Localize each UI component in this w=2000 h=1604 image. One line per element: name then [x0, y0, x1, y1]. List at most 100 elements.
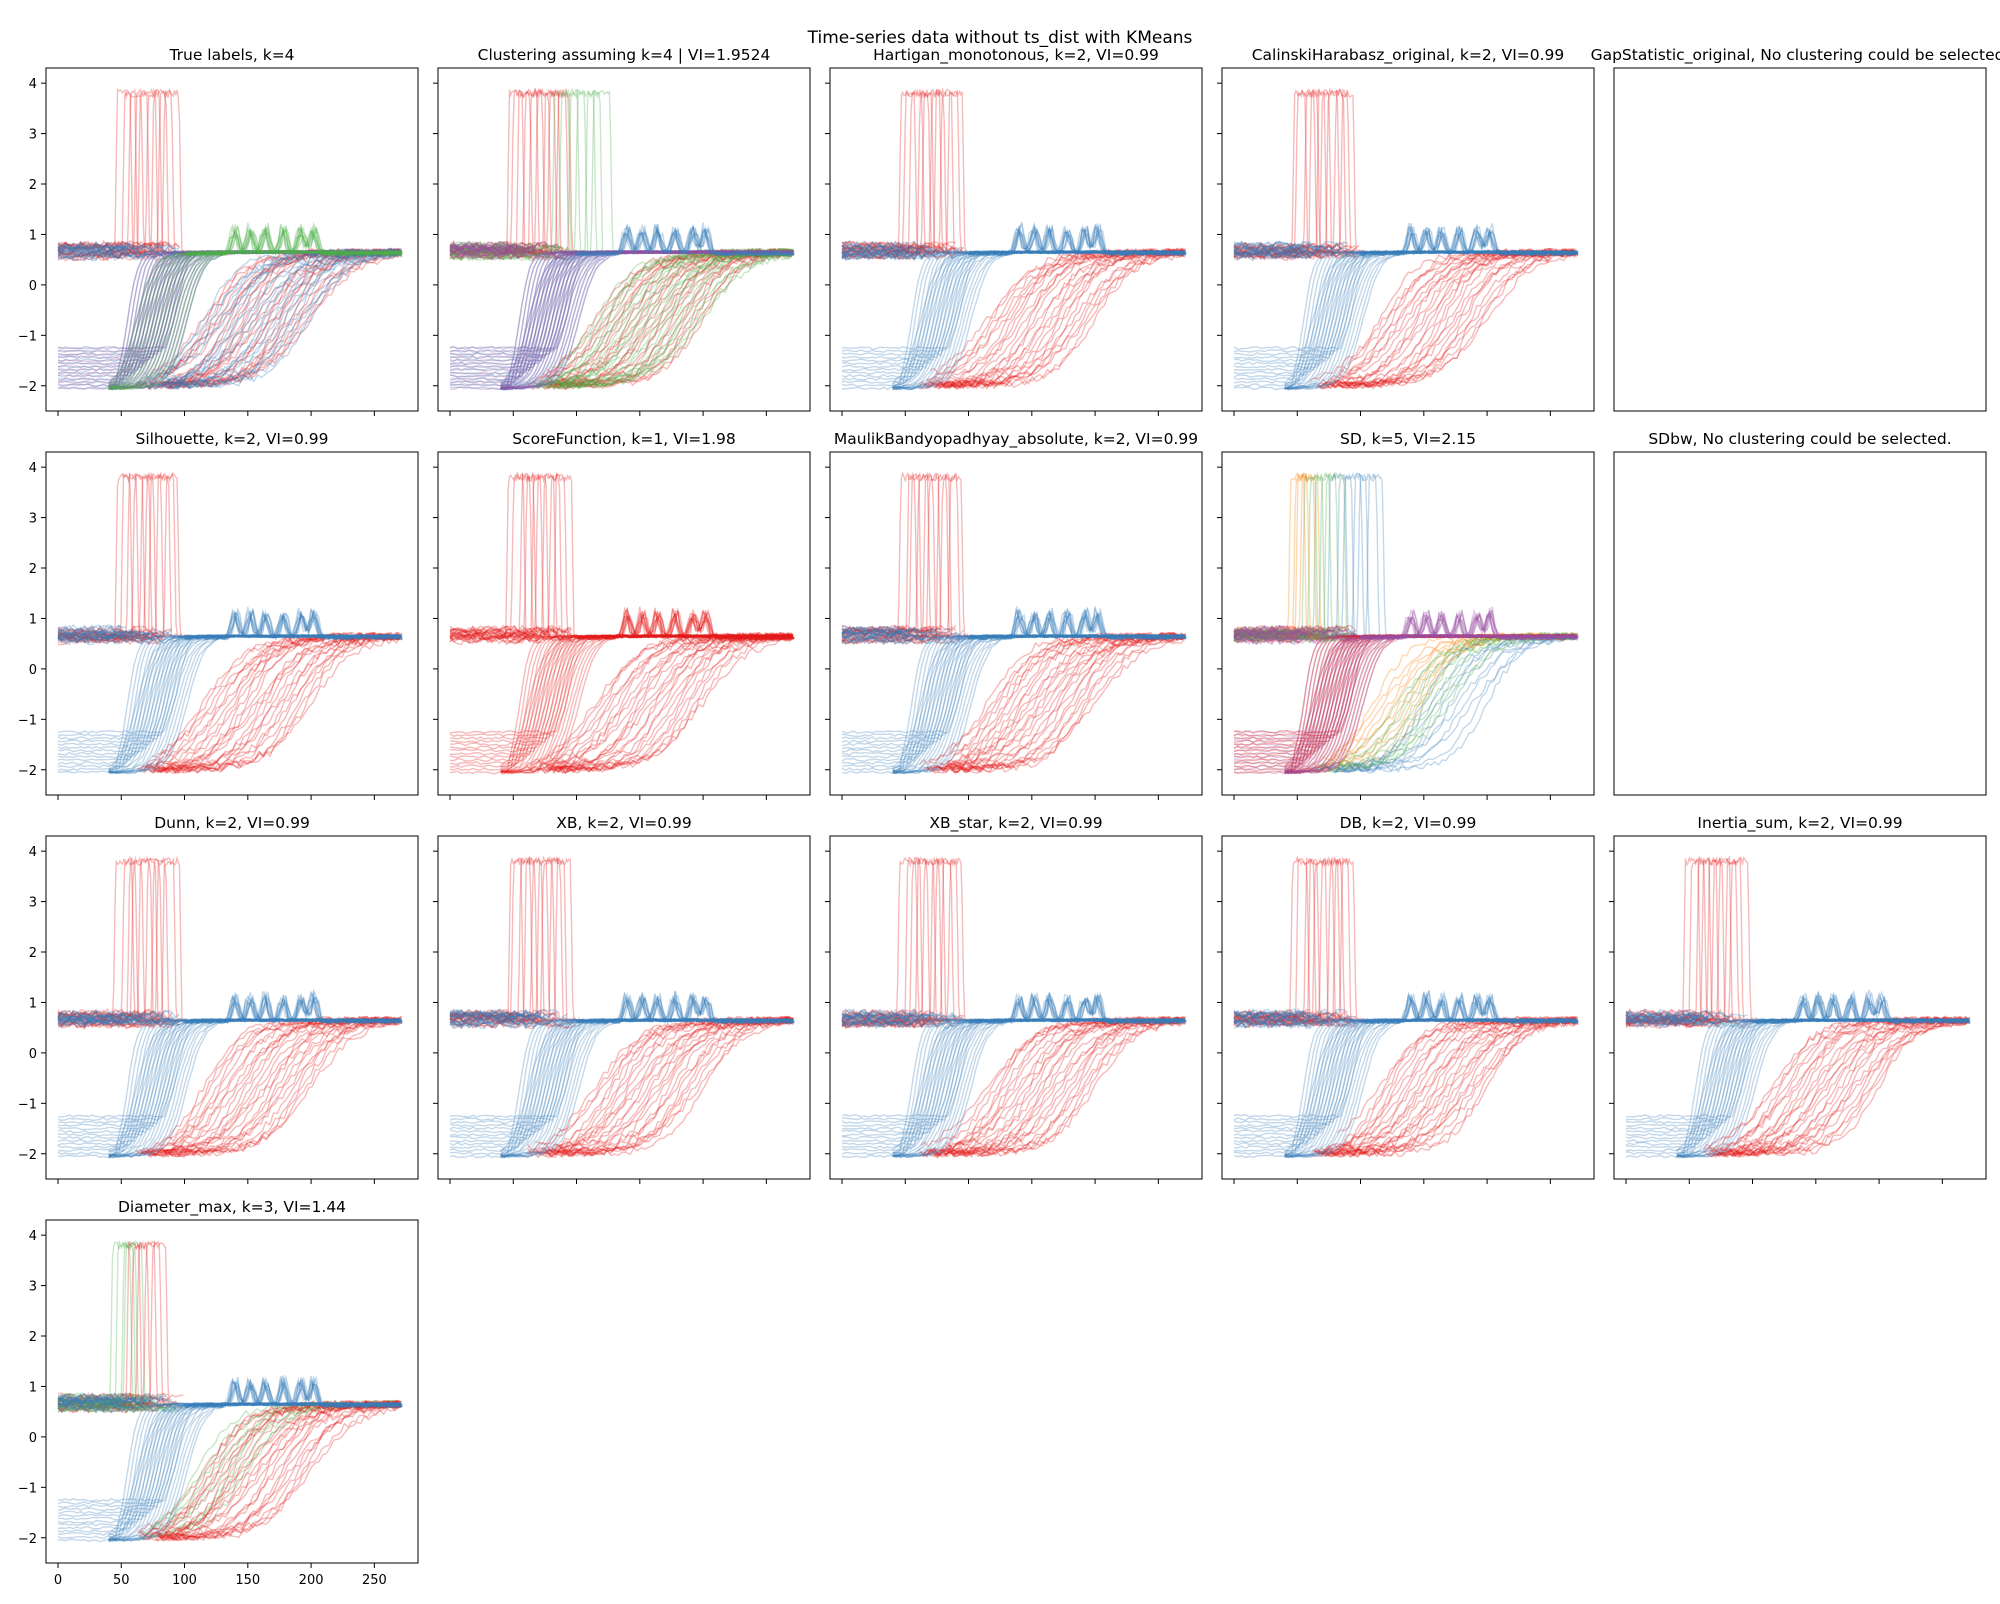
series-line-purple: [449, 252, 515, 261]
series-line-blue: [1625, 1015, 1699, 1024]
series-line-red: [953, 635, 1186, 771]
y-tick-label: −1: [18, 329, 37, 344]
series-line-red: [57, 248, 165, 258]
series-line-blue: [1233, 250, 1314, 260]
series-line-red: [1284, 633, 1578, 769]
series-line-blue: [1284, 1017, 1578, 1157]
series-line-red: [145, 631, 402, 765]
series-line-red: [841, 633, 930, 643]
series-line-blue: [108, 249, 401, 390]
series-line-red: [117, 856, 155, 1023]
series-line-red: [449, 634, 792, 762]
series-line-blue: [108, 633, 401, 774]
series-line-blue: [968, 607, 1187, 641]
series-line-green: [1331, 632, 1576, 773]
series-line-red: [1318, 250, 1577, 390]
series-line-blue: [57, 634, 400, 756]
series-line-blue: [1676, 1017, 1970, 1158]
series-line-blue: [137, 248, 401, 389]
series-line-red: [527, 87, 564, 255]
series-line-blue: [1233, 250, 1576, 366]
series-line-red: [57, 629, 161, 640]
series-line-red: [943, 249, 1184, 385]
series-line-orange: [1327, 632, 1579, 763]
series-line-red: [1284, 633, 1578, 775]
series-line-red: [555, 248, 792, 388]
series-line-purple: [1233, 634, 1576, 750]
series-line-red: [57, 1398, 146, 1407]
series-line-blue: [1625, 1018, 1968, 1128]
series-line-blue: [449, 1018, 792, 1140]
series-line-red: [1345, 247, 1579, 379]
series-line-red: [576, 610, 795, 641]
series-line-blue: [108, 249, 402, 385]
series-line-blue: [57, 1397, 119, 1407]
series-line-blue: [184, 609, 403, 641]
series-line-red: [57, 1012, 146, 1021]
series-line-blue: [144, 249, 401, 390]
series-line-red: [161, 247, 402, 372]
series-line-green: [139, 1400, 402, 1536]
subplot-title: Diameter_max, k=3, VI=1.44: [118, 1198, 346, 1217]
series-line-red: [1233, 1011, 1341, 1021]
series-line-red: [57, 1012, 161, 1022]
series-line-red: [901, 471, 939, 639]
series-line-red: [111, 88, 148, 256]
series-line-blue: [1625, 1016, 1703, 1025]
series-line-purple: [108, 249, 402, 389]
series-line-blue: [57, 1400, 131, 1409]
y-tick-label: 3: [29, 1280, 37, 1295]
series-line-blue: [57, 634, 400, 741]
series-line-green: [551, 88, 588, 256]
series-line-blue: [841, 626, 965, 637]
series-line-blue: [108, 1401, 401, 1536]
series-line-blue: [57, 631, 131, 640]
series-line-red: [1233, 631, 1322, 641]
series-line-red: [928, 631, 1184, 764]
series-line-blue: [841, 1013, 964, 1023]
series-line-purple: [449, 249, 568, 259]
series-line-purple: [1233, 630, 1356, 640]
series-line-red: [1325, 1017, 1578, 1156]
series-line-red: [529, 631, 792, 769]
series-line-blue: [449, 1018, 792, 1125]
series-line-red: [449, 250, 565, 260]
subplot-title: Silhouette, k=2, VI=0.99: [135, 430, 328, 448]
series-line-red: [1233, 241, 1345, 252]
series-line-red: [1723, 1017, 1967, 1158]
series-line-red: [137, 1399, 401, 1537]
series-line-blue: [1233, 243, 1303, 253]
series-line-red: [841, 634, 961, 645]
series-line-blue: [57, 243, 131, 253]
series-line-red: [1318, 248, 1578, 390]
series-line-red: [939, 632, 1183, 766]
series-line-red: [546, 248, 794, 378]
series-line-red: [1284, 633, 1578, 775]
series-line-blue: [57, 1402, 400, 1502]
series-line-red: [135, 1015, 402, 1156]
series-line-red: [1625, 1019, 1707, 1029]
series-line-blue: [968, 224, 1187, 257]
series-line-blue: [1752, 990, 1971, 1025]
series-line-red: [500, 633, 793, 775]
series-line-blue: [892, 1017, 1186, 1159]
series-line-blue: [968, 993, 1187, 1025]
series-line-red: [1315, 249, 1579, 389]
series-line-red: [449, 1013, 538, 1022]
series-line-red: [57, 1402, 165, 1412]
series-line-blue: [841, 250, 961, 261]
series-line-red: [937, 633, 1185, 774]
series-line-blue: [57, 1405, 146, 1413]
series-line-red: [933, 632, 1185, 770]
series-line-blue: [1284, 1017, 1578, 1156]
series-line-blue: [500, 249, 794, 385]
series-line-red: [449, 251, 516, 261]
series-line-blue: [1233, 1018, 1576, 1156]
series-line-red: [919, 472, 956, 639]
series-line-red: [550, 633, 794, 770]
series-line-red: [841, 634, 938, 643]
series-line-blue: [57, 633, 123, 644]
series-line-red: [149, 632, 400, 773]
series-line-green: [544, 247, 793, 384]
series-line-red: [953, 247, 1186, 376]
